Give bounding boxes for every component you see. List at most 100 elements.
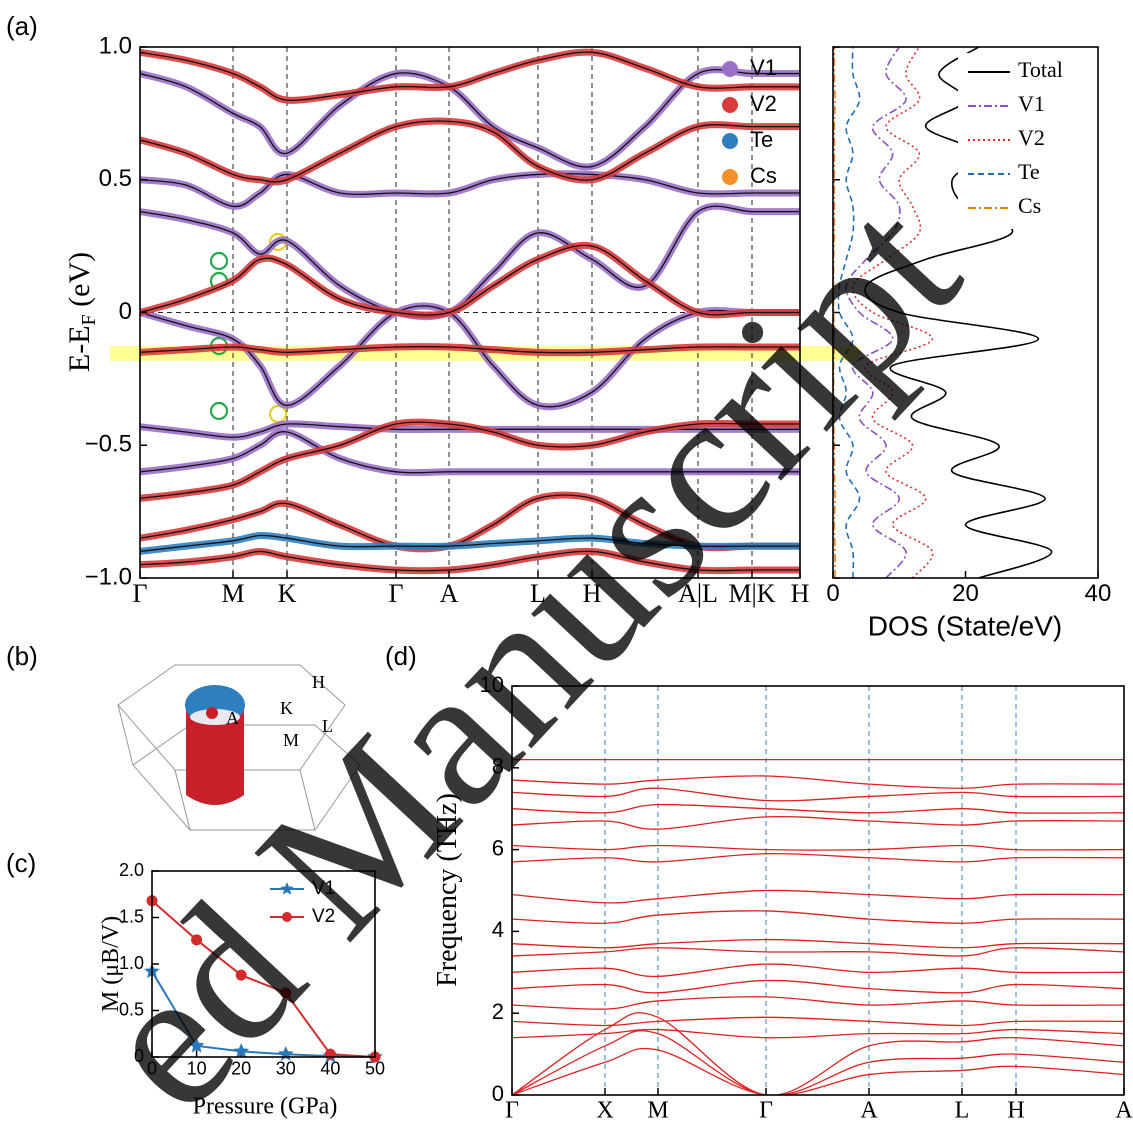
band-line	[140, 550, 800, 572]
band-line	[140, 423, 800, 438]
bz-label: L	[322, 716, 333, 736]
legend-label: V2	[1018, 125, 1045, 150]
legend-marker	[722, 133, 738, 149]
y-tick-label: 1.0	[119, 953, 144, 973]
plot-frame	[511, 685, 1125, 1096]
x-tick-label: 40	[1085, 580, 1112, 607]
annotation-circle	[209, 251, 229, 271]
legend-label: V2	[750, 91, 777, 116]
phonon-branch	[512, 1012, 1124, 1095]
bz-label: A	[226, 708, 239, 728]
panel-label: (d)	[385, 641, 417, 671]
legend-marker	[282, 912, 292, 922]
annotation-circle	[209, 401, 229, 421]
x-tick-label: 0	[826, 580, 839, 607]
phonon-branch	[512, 1028, 1124, 1039]
fermi-surface	[185, 685, 245, 805]
point	[191, 934, 203, 946]
x-tick-label: K	[278, 579, 297, 608]
phonon-branch	[512, 889, 1124, 904]
y-tick-label: 8	[492, 754, 504, 779]
x-tick-label: A	[1115, 1097, 1133, 1123]
point	[235, 969, 247, 981]
band-weight	[140, 117, 800, 186]
phonon-branch	[512, 1030, 1124, 1095]
phonon-branch	[512, 947, 1124, 957]
phonon-branch	[512, 979, 1124, 994]
x-tick-label: Γ	[132, 579, 147, 608]
x-tick-label: H	[791, 579, 810, 608]
band-line	[140, 346, 800, 354]
point	[188, 1037, 205, 1053]
y-axis-title-part: M (μB/V)	[98, 916, 124, 1012]
y-tick-label: 0.5	[119, 999, 144, 1019]
y-tick-label: 10	[480, 672, 504, 697]
y-axis-title: E-EF (eV)	[63, 252, 100, 372]
y-axis-title-subscript: F	[78, 314, 100, 325]
phonon-branch	[512, 803, 1124, 814]
chart: Γ X M Γ A L H A 0 2 4 6 8 10	[480, 672, 1133, 1124]
x-tick-label: A	[860, 1097, 878, 1123]
x-axis-title: DOS (State/eV)	[868, 610, 1063, 641]
point	[280, 987, 292, 999]
legend-label: V1	[750, 55, 777, 80]
plot-frame	[139, 46, 801, 579]
phonon-branch	[512, 938, 1124, 949]
dos-curve	[833, 47, 836, 578]
y-tick-label: 0	[134, 1046, 144, 1066]
x-tick-label: A	[440, 579, 459, 608]
fermi-sheet	[186, 705, 244, 805]
legend-marker	[722, 97, 738, 113]
phonon-branch	[512, 852, 1124, 863]
y-axis-title-part: (eV)	[63, 252, 96, 314]
bz-edge	[174, 769, 191, 831]
legend-label: Te	[1018, 159, 1040, 184]
phonon-branch	[512, 1016, 1124, 1027]
y-tick-label: 2.0	[119, 860, 144, 880]
bz-label: M	[283, 730, 299, 750]
plot-area	[140, 47, 800, 578]
chart: Γ M K Γ A L H A|L M|K H −1.0 −0.5 0 0.5 1.0 V1 V2 Te Cs	[85, 32, 810, 608]
x-tick-label: M	[647, 1097, 668, 1123]
band-line	[140, 244, 800, 316]
x-axis-title: Pressure (GPa)	[193, 1094, 338, 1120]
dos-curve	[851, 47, 934, 578]
bz-edge	[117, 704, 134, 766]
x-tick-label: Γ	[388, 579, 403, 608]
x-tick-label: A|L	[678, 579, 718, 608]
plot-frame	[832, 46, 1099, 579]
band-line	[140, 421, 800, 499]
legend-label: Cs	[1018, 193, 1041, 218]
x-tick-label: 50	[365, 1058, 385, 1078]
band-line	[140, 51, 800, 101]
phonon-branch	[512, 963, 1124, 978]
legend-box	[958, 53, 1096, 229]
plot-area	[833, 47, 1053, 578]
y-axis-title-part: E-E	[63, 325, 96, 372]
y-tick-label: 6	[492, 835, 504, 860]
y-tick-label: 2	[492, 999, 504, 1024]
watermark: ed Manuscript	[54, 160, 1000, 1124]
x-tick-label: L	[530, 579, 546, 608]
legend-label: Cs	[750, 163, 777, 188]
bz-label: K	[280, 698, 293, 718]
legend-label: V1	[312, 878, 335, 899]
y-axis-title: M (μB/V)	[98, 916, 124, 1012]
x-tick-label: Γ	[759, 1097, 773, 1123]
y-tick-label: 1.5	[119, 906, 144, 926]
band-line	[140, 431, 800, 474]
y-axis-title-part: Frequency (THz)	[432, 793, 463, 987]
chart: 0 10 20 30 40 50 0 0.5 1.0 1.5 2.0 V1 V2	[119, 860, 385, 1079]
x-tick-label: M|K	[728, 579, 775, 608]
legend-label: V2	[312, 906, 335, 927]
phonon-branch	[512, 787, 1124, 802]
x-tick-label: X	[596, 1097, 613, 1123]
legend-marker	[280, 882, 294, 895]
y-tick-label: 0.5	[99, 165, 132, 192]
band-weight	[140, 241, 800, 319]
y-tick-label: −1.0	[85, 563, 132, 590]
y-tick-label: 1.0	[99, 32, 132, 59]
y-tick-label: 0	[119, 298, 132, 325]
